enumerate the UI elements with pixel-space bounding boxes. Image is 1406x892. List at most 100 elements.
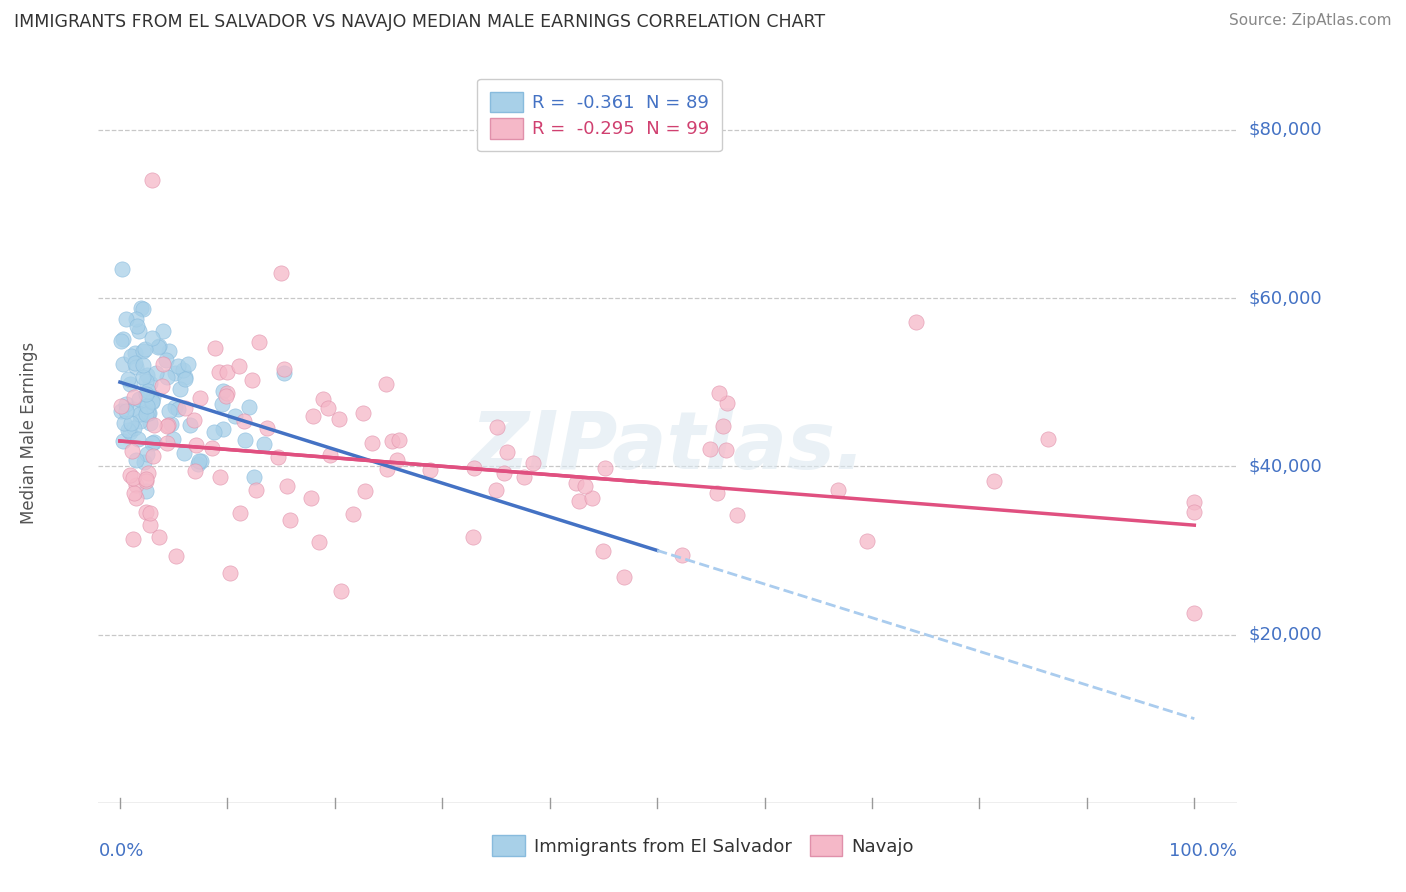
Point [111, 261, 134, 276]
Text: $20,000: $20,000 [1249, 625, 1322, 643]
Point [124, 356, 146, 370]
Point [273, 362, 295, 376]
Point [592, 543, 614, 558]
Point [156, 418, 179, 433]
Point [173, 401, 195, 415]
Point [135, 474, 157, 488]
Point [184, 437, 207, 451]
Point [352, 406, 374, 420]
Point [495, 445, 517, 459]
Point [204, 341, 226, 355]
Point [125, 318, 148, 333]
Point [215, 388, 238, 402]
Point [122, 421, 145, 435]
Point [125, 477, 148, 491]
Point [160, 417, 183, 431]
Point [173, 372, 195, 386]
Point [122, 402, 145, 417]
Point [224, 409, 246, 423]
Point [110, 334, 132, 348]
Point [387, 453, 409, 467]
Point [117, 372, 139, 386]
Point [138, 518, 160, 533]
Point [165, 366, 187, 380]
Text: $40,000: $40,000 [1249, 458, 1322, 475]
Point [163, 400, 186, 414]
Point [124, 390, 146, 404]
Point [187, 457, 209, 471]
Point [233, 433, 256, 447]
Point [238, 400, 260, 414]
Point [125, 359, 148, 374]
Text: IMMIGRANTS FROM EL SALVADOR VS NAVAJO MEDIAN MALE EARNINGS CORRELATION CHART: IMMIGRANTS FROM EL SALVADOR VS NAVAJO ME… [14, 13, 825, 31]
Point [711, 418, 734, 433]
Legend: Immigrants from El Salvador, Navajo: Immigrants from El Salvador, Navajo [484, 826, 922, 865]
Point [1182, 606, 1205, 620]
Point [134, 342, 156, 356]
Point [1036, 432, 1059, 446]
Point [375, 377, 398, 392]
Point [184, 463, 207, 477]
Point [242, 373, 264, 387]
Point [485, 483, 508, 497]
Point [141, 395, 163, 409]
Point [138, 376, 160, 390]
Text: $60,000: $60,000 [1249, 289, 1322, 307]
Point [208, 365, 231, 379]
Point [299, 491, 322, 505]
Point [136, 447, 159, 461]
Point [132, 358, 155, 372]
Point [157, 343, 180, 358]
Point [128, 407, 150, 421]
Point [1182, 504, 1205, 518]
Point [273, 366, 295, 380]
Point [388, 434, 411, 448]
Point [183, 413, 205, 427]
Point [671, 548, 693, 562]
Point [229, 507, 252, 521]
Point [142, 418, 165, 433]
Point [138, 406, 160, 420]
Point [1182, 495, 1205, 509]
Point [118, 468, 141, 483]
Point [141, 173, 163, 187]
Point [139, 507, 162, 521]
Point [173, 446, 195, 460]
Point [381, 434, 404, 449]
Point [316, 401, 339, 416]
Point [150, 379, 173, 393]
Point [330, 583, 353, 598]
Point [494, 466, 516, 480]
Point [125, 311, 148, 326]
Text: Source: ZipAtlas.com: Source: ZipAtlas.com [1229, 13, 1392, 29]
Point [132, 369, 155, 384]
Point [707, 385, 730, 400]
Point [138, 384, 160, 398]
Point [245, 483, 267, 497]
Point [267, 450, 290, 465]
Point [568, 493, 591, 508]
Point [208, 470, 231, 484]
Point [115, 396, 138, 410]
Point [725, 508, 748, 523]
Point [361, 436, 384, 450]
Text: 0.0%: 0.0% [98, 842, 143, 860]
Point [129, 414, 152, 428]
Point [276, 479, 298, 493]
Point [354, 483, 377, 498]
Point [115, 312, 138, 326]
Point [110, 403, 132, 417]
Point [375, 461, 398, 475]
Point [117, 423, 139, 437]
Point [148, 339, 170, 353]
Point [136, 406, 159, 420]
Point [983, 474, 1005, 488]
Point [190, 453, 212, 467]
Point [112, 416, 135, 430]
Point [308, 534, 330, 549]
Point [152, 358, 174, 372]
Point [155, 353, 177, 368]
Point [201, 441, 224, 455]
Point [145, 366, 167, 380]
Point [212, 422, 235, 436]
